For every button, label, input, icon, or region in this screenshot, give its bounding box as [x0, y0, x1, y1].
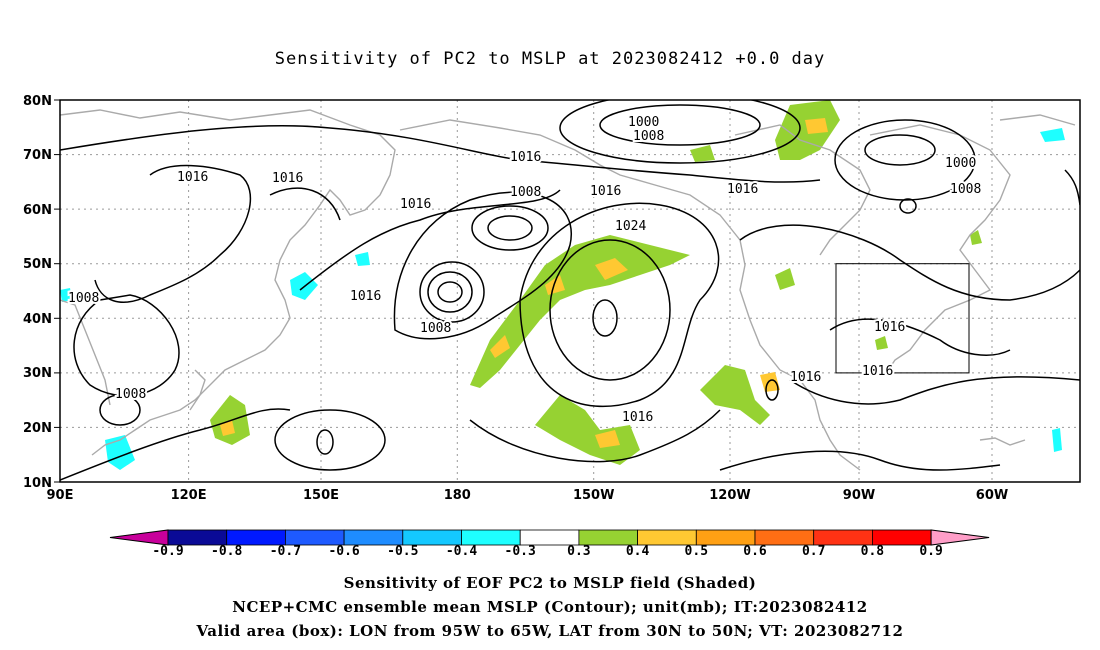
contour-label: 1016	[874, 320, 905, 335]
lon-tick-label: 180	[444, 488, 471, 503]
contour-labels: 1000 1008 1016 1016 1016 1008 1016 1016 …	[66, 113, 983, 427]
colorbar-swatch	[284, 529, 345, 546]
colorbar-swatch	[167, 529, 228, 546]
lon-tick-label: 60W	[976, 488, 1008, 503]
lat-tick-label: 50N	[23, 257, 52, 272]
contour-label: 1008	[633, 129, 664, 144]
colorbar-label: -0.6	[328, 544, 360, 559]
contour-label: 1016	[622, 410, 653, 425]
lat-tick-label: 60N	[23, 203, 52, 218]
plot-frame	[59, 99, 1081, 483]
colorbar-swatch	[578, 529, 639, 546]
lat-tick-label: 10N	[23, 476, 52, 491]
colorbar-low-arrow	[109, 529, 169, 546]
coastlines	[60, 109, 1076, 471]
valid-area-box	[835, 263, 970, 374]
lon-tick-label: 150E	[303, 488, 339, 503]
colorbar-label: -0.8	[211, 544, 243, 559]
colorbar-swatch	[813, 529, 873, 546]
caption-line-3: Valid area (box): LON from 95W to 65W, L…	[196, 622, 904, 640]
colorbar	[109, 529, 990, 546]
contour-label: 1016	[177, 170, 208, 185]
contour-label: 1016	[400, 197, 431, 212]
contour-label: 1008	[420, 321, 451, 336]
caption-line-1: Sensitivity of EOF PC2 to MSLP field (Sh…	[343, 574, 757, 592]
colorbar-swatch	[695, 529, 756, 546]
colorbar-label: -0.7	[269, 544, 302, 559]
contour-label: 1000	[945, 156, 976, 171]
contour-label: 1016	[272, 171, 303, 186]
mslp-contours	[60, 100, 1080, 481]
contour-label: 1016	[510, 150, 541, 165]
lat-tick-label: 80N	[23, 94, 52, 109]
contour-label: 1024	[615, 219, 646, 234]
colorbar-swatch	[402, 529, 462, 546]
contour-label: 1016	[590, 184, 621, 199]
colorbar-label: 0.7	[801, 544, 826, 559]
positive-sensitivity-shading	[210, 100, 982, 465]
lon-tick-label: 90E	[47, 488, 74, 503]
contour-label: 1016	[862, 364, 893, 379]
contour-label: 1016	[790, 370, 821, 385]
contour-label: 1008	[68, 291, 99, 306]
lon-axis: 90E 120E 150E 180 150W 120W 90W 60W	[47, 488, 1009, 503]
lat-tick-label: 30N	[23, 366, 52, 381]
colorbar-label: 0.6	[743, 544, 767, 559]
lat-tick-label: 70N	[23, 148, 52, 163]
contour-label: 1008	[950, 182, 981, 197]
lon-tick-label: 150W	[573, 488, 614, 503]
colorbar-label: 0.8	[860, 544, 885, 559]
colorbar-label: 0.3	[567, 544, 591, 559]
contour-label: 1008	[510, 185, 541, 200]
map-title: Sensitivity of PC2 to MSLP at 2023082412…	[274, 49, 826, 69]
contour-label: 1016	[727, 182, 758, 197]
colorbar-label: -0.5	[387, 544, 419, 559]
lat-axis: 80N 70N 60N 50N 40N 30N 20N 10N	[23, 94, 52, 491]
colorbar-label: 0.9	[919, 544, 943, 559]
lon-tick-label: 90W	[843, 488, 875, 503]
colorbar-label: -0.4	[445, 544, 478, 559]
caption-line-2: NCEP+CMC ensemble mean MSLP (Contour); u…	[232, 598, 868, 616]
colorbar-swatch	[754, 529, 815, 546]
colorbar-swatch	[637, 529, 697, 546]
lon-tick-label: 120W	[709, 488, 750, 503]
colorbar-swatch	[343, 529, 404, 546]
lat-tick-label: 40N	[23, 312, 52, 327]
colorbar-swatch	[461, 529, 521, 546]
colorbar-high-arrow	[930, 529, 990, 546]
colorbar-swatch	[872, 529, 932, 546]
colorbar-label: -0.3	[504, 544, 536, 559]
colorbar-label: 0.5	[684, 544, 709, 559]
contour-label: 1008	[115, 387, 146, 402]
colorbar-swatch	[519, 529, 580, 546]
contour-label: 1016	[350, 289, 381, 304]
lat-tick-label: 20N	[23, 421, 52, 436]
lon-tick-label: 120E	[171, 488, 207, 503]
colorbar-label: -0.9	[152, 544, 184, 559]
colorbar-swatch	[226, 529, 286, 546]
colorbar-label: 0.4	[625, 544, 650, 559]
contour-label: 1000	[628, 115, 659, 130]
